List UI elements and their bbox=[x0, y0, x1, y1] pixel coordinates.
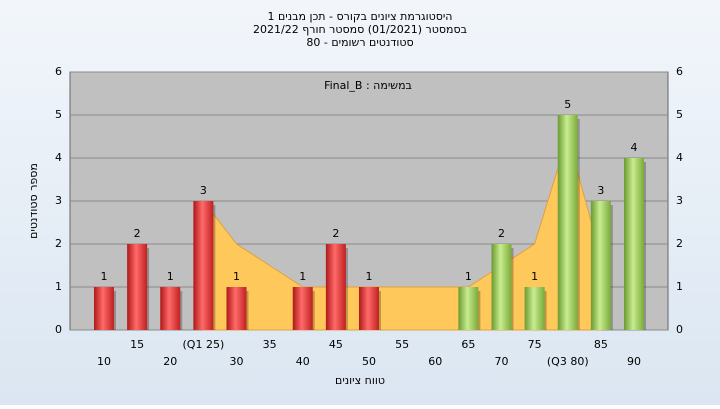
chart-subtitle: בסמסטר (01/2021) סמסטר חורף 2021/22 bbox=[253, 23, 467, 36]
y2-tick-label: 4 bbox=[676, 151, 683, 164]
data-label: 1 bbox=[101, 270, 108, 283]
data-label: 3 bbox=[200, 184, 207, 197]
x-tick-label: (Q3 80) bbox=[547, 355, 589, 368]
chart-title: היסטוגרמת ציונים בקורס - תכן מבנים 1 bbox=[268, 10, 453, 23]
y-tick-label: 0 bbox=[55, 323, 62, 336]
x-tick-label: (Q1 25) bbox=[183, 338, 225, 351]
bar bbox=[160, 287, 181, 330]
data-label: 2 bbox=[332, 227, 339, 240]
data-label: 1 bbox=[531, 270, 538, 283]
x-tick-label: 15 bbox=[130, 338, 144, 351]
y-tick-label: 6 bbox=[55, 65, 62, 78]
x-axis-label: טווח ציונים bbox=[335, 374, 385, 387]
data-label: 1 bbox=[233, 270, 240, 283]
x-tick-label: 90 bbox=[627, 355, 641, 368]
y2-tick-label: 0 bbox=[676, 323, 683, 336]
data-label: 1 bbox=[366, 270, 373, 283]
x-tick-label: 60 bbox=[428, 355, 442, 368]
x-tick-label: 55 bbox=[395, 338, 409, 351]
bar bbox=[325, 244, 346, 330]
bar bbox=[491, 244, 512, 330]
annotation: במשימה : Final_B bbox=[324, 79, 412, 92]
data-label: 1 bbox=[299, 270, 306, 283]
y-axis-label: מספר סטודנטים bbox=[27, 163, 40, 239]
bar bbox=[292, 287, 313, 330]
data-label: 1 bbox=[167, 270, 174, 283]
x-tick-label: 35 bbox=[263, 338, 277, 351]
y-tick-label: 1 bbox=[55, 280, 62, 293]
bar bbox=[226, 287, 247, 330]
bar bbox=[458, 287, 479, 330]
x-tick-label: 70 bbox=[495, 355, 509, 368]
data-label: 2 bbox=[134, 227, 141, 240]
x-tick-label: 85 bbox=[594, 338, 608, 351]
bar bbox=[557, 115, 578, 330]
x-tick-label: 65 bbox=[461, 338, 475, 351]
bar bbox=[127, 244, 148, 330]
x-tick-label: 20 bbox=[163, 355, 177, 368]
y-tick-label: 5 bbox=[55, 108, 62, 121]
y2-tick-label: 3 bbox=[676, 194, 683, 207]
x-tick-label: 50 bbox=[362, 355, 376, 368]
y2-tick-label: 6 bbox=[676, 65, 683, 78]
data-label: 2 bbox=[498, 227, 505, 240]
x-tick-label: 30 bbox=[230, 355, 244, 368]
bar bbox=[624, 158, 644, 330]
data-label: 4 bbox=[631, 141, 638, 154]
y-tick-label: 3 bbox=[55, 194, 62, 207]
data-label: 5 bbox=[564, 98, 571, 111]
bar bbox=[359, 287, 379, 330]
x-tick-label: 75 bbox=[528, 338, 542, 351]
y-tick-label: 2 bbox=[55, 237, 62, 250]
bar bbox=[590, 201, 611, 330]
chart-subtitle: סטודנטים רשומים - 80 bbox=[306, 36, 413, 49]
x-tick-label: 10 bbox=[97, 355, 111, 368]
x-tick-label: 40 bbox=[296, 355, 310, 368]
y2-tick-label: 5 bbox=[676, 108, 683, 121]
x-tick-label: 45 bbox=[329, 338, 343, 351]
y2-tick-label: 2 bbox=[676, 237, 683, 250]
bar bbox=[524, 287, 545, 330]
y2-tick-label: 1 bbox=[676, 280, 683, 293]
bar bbox=[94, 287, 114, 330]
data-label: 3 bbox=[597, 184, 604, 197]
data-label: 1 bbox=[465, 270, 472, 283]
bar bbox=[193, 201, 214, 330]
y-tick-label: 4 bbox=[55, 151, 62, 164]
